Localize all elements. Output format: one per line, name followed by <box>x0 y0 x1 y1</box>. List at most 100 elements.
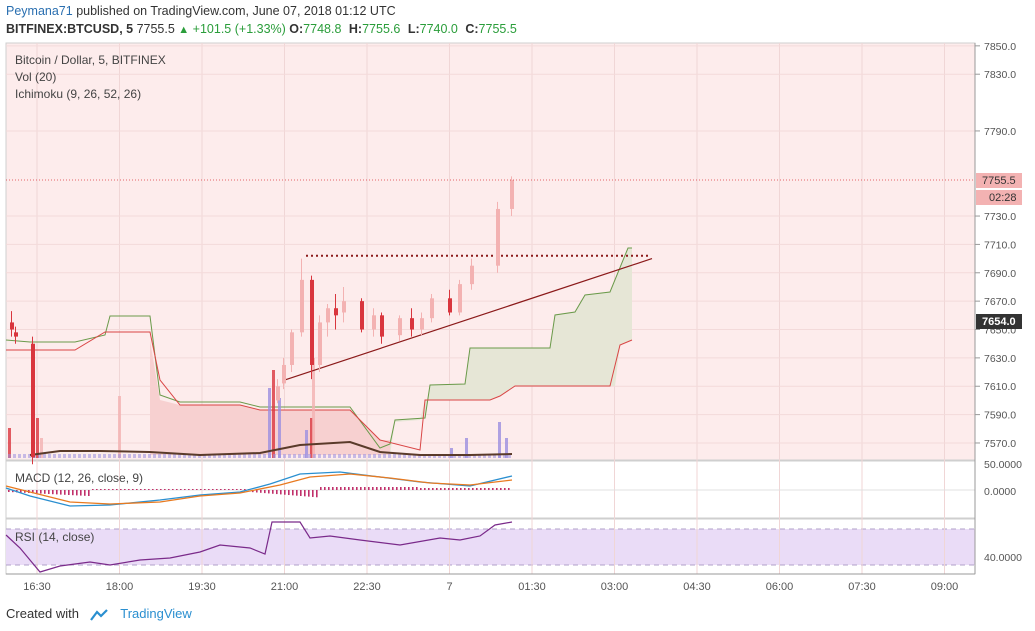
macd-hist-bar <box>264 490 266 494</box>
up-arrow-icon: ▲ <box>178 24 190 36</box>
macd-hist-bar <box>24 490 26 493</box>
volume-bar <box>8 454 11 458</box>
volume-bar <box>268 454 271 458</box>
macd-hist-bar <box>160 489 162 490</box>
macd-hist-bar <box>460 488 462 490</box>
tradingview-link[interactable]: TradingView <box>120 606 192 621</box>
candle-body <box>334 308 338 316</box>
trend-line <box>282 258 653 382</box>
macd-hist-bar <box>136 489 138 490</box>
macd-hist-bar <box>224 489 226 490</box>
volume-bar <box>88 454 91 458</box>
volume-ma-line <box>29 440 513 457</box>
volume-bar <box>258 454 261 458</box>
macd-histogram <box>8 487 510 498</box>
chart-canvas[interactable]: 7850.0 7830.0 7790.0 7730.0 7710.0 7690.0 7670… <box>0 0 1035 600</box>
macd-hist-bar <box>368 487 370 490</box>
time-tick-label: 03:00 <box>601 581 629 593</box>
time-tick-label: 01:30 <box>518 581 546 593</box>
volume-bar <box>123 454 126 458</box>
ichimoku-legend: Ichimoku (9, 26, 52, 26) <box>15 87 141 101</box>
macd-hist-bar <box>168 489 170 490</box>
candle-body <box>430 298 434 319</box>
candle-body <box>458 284 462 313</box>
macd-hist-bar <box>284 490 286 495</box>
volume-bar <box>223 454 226 458</box>
ichimoku-span-b <box>6 331 633 451</box>
volume-bar <box>233 454 236 458</box>
macd-hist-bar <box>172 489 174 490</box>
volume-bar <box>243 454 246 458</box>
macd-hist-bar <box>124 489 126 490</box>
candle-body <box>282 364 286 384</box>
macd-hist-bar <box>204 489 206 490</box>
price-tick-label: 7570.0 <box>984 438 1016 450</box>
rsi-line <box>5 521 513 573</box>
macd-hist-bar <box>140 489 142 490</box>
volume-bar <box>43 454 46 458</box>
price-tick-label: 7710.0 <box>984 239 1016 251</box>
macd-hist-bar <box>324 487 326 490</box>
macd-hist-bar <box>44 490 46 494</box>
macd-hist-bar <box>300 490 302 496</box>
candle-body <box>380 315 384 337</box>
macd-hist-bar <box>152 489 154 490</box>
time-tick-label: 07:30 <box>848 581 876 593</box>
open-value: 7748.8 <box>303 22 342 36</box>
volume-legend: Vol (20) <box>15 70 56 84</box>
volume-bar <box>238 454 241 458</box>
volume-bar <box>363 454 366 458</box>
candle-body <box>372 315 376 330</box>
macd-hist-bar <box>420 488 422 490</box>
candle-body <box>300 279 304 333</box>
macd-hist-bar <box>52 490 54 495</box>
macd-hist-bar <box>184 489 186 490</box>
volume-bar <box>163 454 166 458</box>
macd-hist-bar <box>100 489 102 490</box>
price-axis[interactable]: 7850.0 7830.0 7790.0 7730.0 7710.0 7690.0 7670… <box>975 41 1016 450</box>
macd-hist-bar <box>484 488 486 490</box>
volume-bar <box>308 454 311 458</box>
macd-hist-bar <box>156 489 158 490</box>
volume-bar <box>393 454 396 458</box>
macd-hist-bar <box>352 487 354 490</box>
author-link[interactable]: Peymana71 <box>6 4 73 18</box>
volume-bar <box>483 454 486 458</box>
macd-hist-bar <box>72 490 74 496</box>
price-change: +101.5 (+1.33%) <box>192 22 286 36</box>
level-label: 7654.0 <box>982 316 1016 328</box>
macd-hist-bar <box>8 490 10 492</box>
macd-hist-bar <box>96 489 98 490</box>
open-label: O: <box>289 22 304 36</box>
candle-body <box>276 386 280 401</box>
macd-hist-bar <box>468 488 470 490</box>
time-axis[interactable]: 16:30 18:00 19:30 21:00 22:30 7 01:30 03:00 04:3… <box>23 581 958 593</box>
macd-hist-bar <box>196 489 198 490</box>
volume-bar <box>178 454 181 458</box>
time-tick-label: 09:00 <box>931 581 959 593</box>
macd-hist-bar <box>32 490 34 494</box>
macd-hist-bar <box>500 488 502 490</box>
macd-tick-0: 0.0000 <box>984 486 1016 498</box>
price-tick-label: 7670.0 <box>984 296 1016 308</box>
volume-bar <box>288 454 291 458</box>
volume-bar <box>143 454 146 458</box>
macd-hist-bar <box>116 489 118 490</box>
volume-bar <box>53 454 56 458</box>
volume-bar <box>318 454 321 458</box>
macd-hist-bar <box>340 487 342 490</box>
price-tick-label: 7830.0 <box>984 69 1016 81</box>
volume-bar <box>450 448 453 458</box>
macd-hist-bar <box>212 489 214 490</box>
volume-bar <box>113 454 116 458</box>
macd-hist-bar <box>452 488 454 490</box>
volume-bar <box>218 454 221 458</box>
macd-hist-bar <box>244 489 246 490</box>
macd-hist-bar <box>112 489 114 490</box>
macd-hist-bar <box>260 490 262 493</box>
macd-hist-bar <box>440 488 442 490</box>
volume-bar <box>23 454 26 458</box>
candle-body <box>360 301 364 330</box>
macd-hist-bar <box>304 490 306 497</box>
macd-hist-bar <box>428 488 430 490</box>
